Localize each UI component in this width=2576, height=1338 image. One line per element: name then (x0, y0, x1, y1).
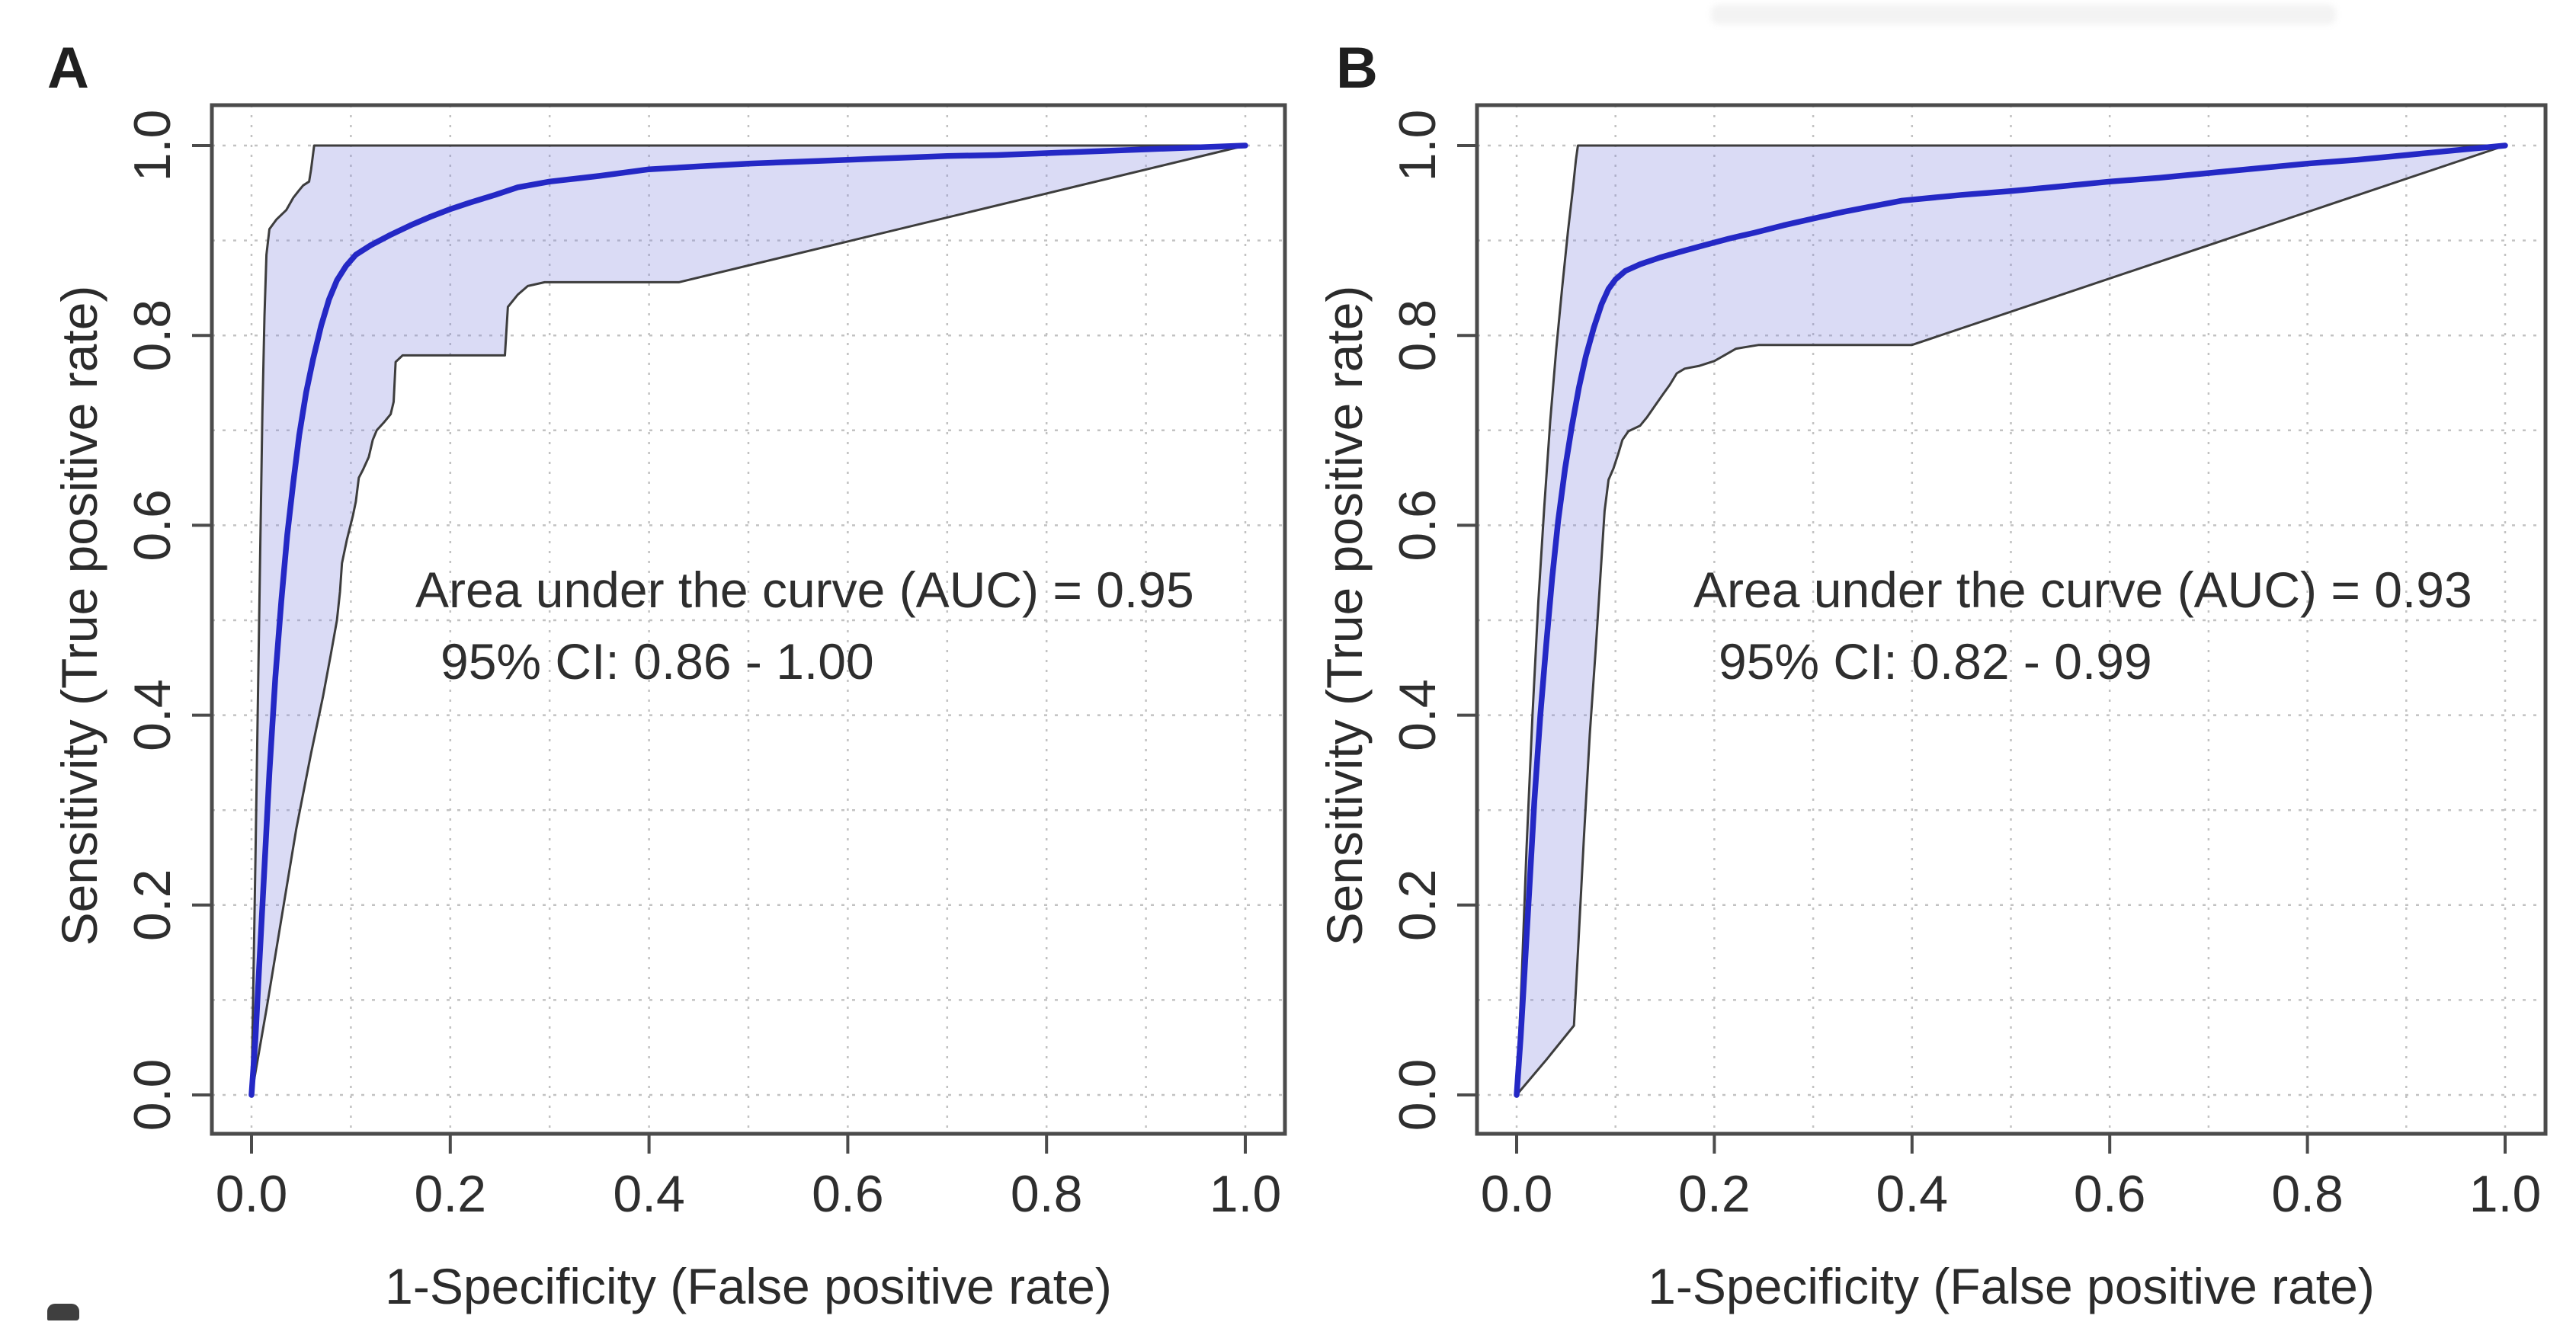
x-tick-label: 0.0 (1481, 1165, 1553, 1223)
faint-erased-text-artifact (1711, 5, 2336, 24)
x-tick-label: 0.4 (613, 1165, 685, 1223)
x-tick-label: 0.6 (812, 1165, 884, 1223)
x-tick-label: 0.8 (1011, 1165, 1083, 1223)
y-tick-label: 0.8 (1389, 299, 1447, 372)
x-tick-label: 0.2 (1678, 1165, 1751, 1223)
y-tick-label: 0.4 (1389, 679, 1447, 751)
x-axis-title-b: 1-Specificity (False positive rate) (1648, 1258, 2375, 1314)
y-tick-label: 0.2 (1389, 869, 1447, 942)
y-tick-label: 1.0 (123, 110, 181, 182)
roc-plot-panel-a: 0.0 0.2 0.4 0.6 0.8 1.0 0.0 0.2 0.4 0.6 0.8 1.0 (123, 103, 1287, 1223)
cropped-panel-letter-fragment (47, 1304, 79, 1320)
auc-annotation-a-line1: Area under the curve (AUC) = 0.95 (415, 562, 1194, 618)
x-tick-label: 0.8 (2271, 1165, 2344, 1223)
x-tick-label: 1.0 (2469, 1165, 2542, 1223)
x-tick-label: 0.6 (2074, 1165, 2146, 1223)
auc-annotation-a-line2: 95% CI: 0.86 - 1.00 (441, 633, 874, 690)
auc-annotation-b-line1: Area under the curve (AUC) = 0.93 (1693, 562, 2472, 618)
x-axis-title-a: 1-Specificity (False positive rate) (385, 1258, 1112, 1314)
y-tick-label: 0.4 (123, 679, 181, 751)
y-tick-label: 0.6 (1389, 489, 1447, 562)
x-tick-label: 0.2 (415, 1165, 487, 1223)
auc-annotation-b-line2: 95% CI: 0.82 - 0.99 (1719, 633, 2152, 690)
y-tick-label: 0.6 (123, 489, 181, 562)
y-axis-title-b: Sensitivity (True positive rate) (1316, 285, 1373, 946)
panel-label-b: B (1336, 36, 1379, 101)
y-tick-label: 0.0 (1389, 1059, 1447, 1132)
y-tick-label: 0.2 (123, 869, 181, 942)
y-tick-label: 0.0 (123, 1059, 181, 1132)
y-axis-title-a: Sensitivity (True positive rate) (51, 285, 107, 946)
x-tick-label: 0.4 (1876, 1165, 1949, 1223)
x-tick-label: 0.0 (216, 1165, 288, 1223)
y-tick-label: 1.0 (1389, 110, 1447, 182)
x-tick-label: 1.0 (1210, 1165, 1282, 1223)
roc-plot-panel-b: 0.0 0.2 0.4 0.6 0.8 1.0 0.0 0.2 0.4 0.6 0.8 1.0 (1389, 103, 2548, 1223)
panel-label-a: A (47, 36, 90, 101)
y-tick-label: 0.8 (123, 299, 181, 372)
